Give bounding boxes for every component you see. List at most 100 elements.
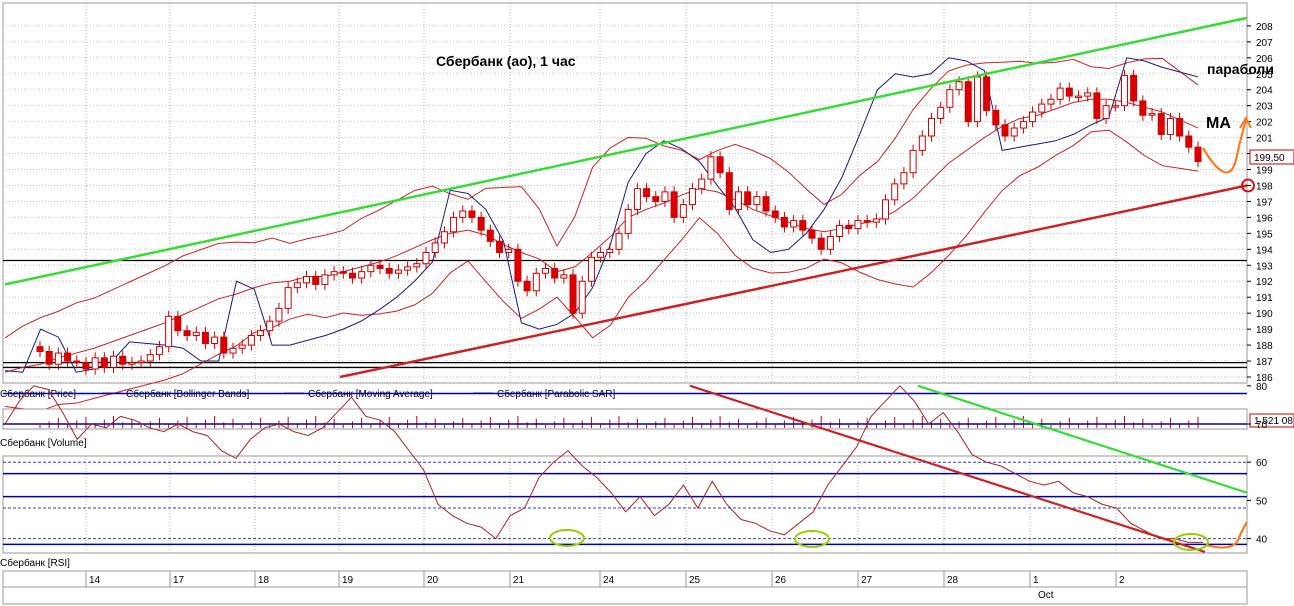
candle[interactable]	[661, 186, 669, 208]
candle[interactable]	[339, 266, 347, 279]
candle[interactable]	[1075, 90, 1083, 102]
candle[interactable]	[734, 186, 742, 216]
candle[interactable]	[808, 224, 816, 244]
candle[interactable]	[100, 352, 108, 374]
rsi-panel[interactable]	[2, 455, 1248, 554]
candle[interactable]	[1120, 69, 1128, 112]
candle[interactable]	[872, 213, 880, 228]
candle[interactable]	[468, 205, 476, 223]
candle[interactable]	[394, 264, 402, 279]
candle[interactable]	[551, 262, 559, 284]
candle[interactable]	[826, 230, 834, 255]
candle[interactable]	[643, 183, 651, 203]
candle[interactable]	[330, 266, 338, 281]
candle[interactable]	[523, 275, 531, 297]
candle[interactable]	[780, 211, 788, 233]
candle[interactable]	[247, 329, 255, 351]
candle[interactable]	[257, 325, 265, 342]
candle[interactable]	[679, 199, 687, 223]
candle[interactable]	[431, 237, 439, 259]
candle[interactable]	[45, 345, 53, 370]
candle[interactable]	[146, 349, 154, 367]
candle[interactable]	[532, 267, 540, 297]
candle[interactable]	[505, 243, 513, 259]
candle[interactable]	[560, 269, 568, 284]
candle[interactable]	[587, 251, 595, 287]
candle[interactable]	[413, 258, 421, 273]
candle[interactable]	[716, 151, 724, 179]
candle[interactable]	[1093, 87, 1101, 125]
price-candles[interactable]	[36, 69, 1202, 375]
candle[interactable]	[1038, 98, 1046, 118]
candle[interactable]	[946, 84, 954, 113]
candle[interactable]	[1176, 112, 1184, 142]
candle[interactable]	[1111, 100, 1119, 112]
candle[interactable]	[698, 173, 706, 195]
candle[interactable]	[275, 302, 283, 327]
candle[interactable]	[348, 267, 356, 284]
candle[interactable]	[744, 186, 752, 211]
candle[interactable]	[376, 259, 384, 275]
candle[interactable]	[1065, 82, 1073, 102]
candle[interactable]	[477, 211, 485, 236]
candle[interactable]	[707, 151, 715, 185]
candle[interactable]	[486, 224, 494, 247]
candle[interactable]	[771, 205, 779, 223]
candle[interactable]	[1185, 130, 1193, 153]
candle[interactable]	[266, 315, 274, 337]
candle[interactable]	[220, 331, 228, 359]
candle[interactable]	[541, 262, 549, 279]
candle[interactable]	[119, 350, 127, 370]
candle[interactable]	[597, 246, 605, 263]
candle[interactable]	[284, 282, 292, 314]
candle[interactable]	[385, 262, 393, 279]
candle[interactable]	[192, 326, 200, 342]
candle[interactable]	[36, 341, 44, 358]
candle[interactable]	[569, 269, 577, 319]
candle[interactable]	[900, 167, 908, 190]
candle[interactable]	[891, 178, 899, 206]
candle[interactable]	[1194, 141, 1202, 168]
candle[interactable]	[817, 232, 825, 255]
candle[interactable]	[73, 355, 81, 369]
candle[interactable]	[624, 203, 632, 239]
candle[interactable]	[312, 270, 320, 291]
candle[interactable]	[1139, 95, 1147, 121]
candle[interactable]	[1047, 93, 1055, 110]
candle[interactable]	[689, 183, 697, 211]
candle[interactable]	[652, 191, 660, 208]
candle[interactable]	[201, 326, 209, 350]
candle[interactable]	[1157, 108, 1165, 140]
candle[interactable]	[964, 76, 972, 128]
candle[interactable]	[1102, 100, 1110, 125]
candle[interactable]	[321, 269, 329, 291]
candle[interactable]	[578, 275, 586, 319]
candle[interactable]	[836, 219, 844, 243]
candle[interactable]	[82, 357, 90, 375]
candle[interactable]	[1130, 69, 1138, 107]
candle[interactable]	[882, 194, 890, 225]
candle[interactable]	[992, 104, 1000, 131]
candle[interactable]	[1056, 82, 1064, 105]
candle[interactable]	[973, 71, 981, 128]
candle[interactable]	[183, 325, 191, 342]
candle[interactable]	[165, 310, 173, 353]
candle[interactable]	[137, 355, 145, 369]
candle[interactable]	[303, 270, 311, 289]
candle[interactable]	[615, 227, 623, 255]
candle[interactable]	[110, 350, 118, 374]
candle[interactable]	[1019, 116, 1027, 134]
candle[interactable]	[670, 186, 678, 223]
candle[interactable]	[1166, 112, 1174, 140]
candle[interactable]	[1001, 119, 1009, 142]
candle[interactable]	[909, 144, 917, 179]
candle[interactable]	[450, 211, 458, 238]
candle[interactable]	[514, 243, 522, 287]
candle[interactable]	[367, 259, 375, 278]
candle[interactable]	[91, 352, 99, 375]
candle[interactable]	[358, 266, 366, 284]
candle[interactable]	[1148, 108, 1156, 121]
candle[interactable]	[174, 310, 182, 337]
candle[interactable]	[422, 246, 430, 270]
candle[interactable]	[54, 347, 62, 370]
